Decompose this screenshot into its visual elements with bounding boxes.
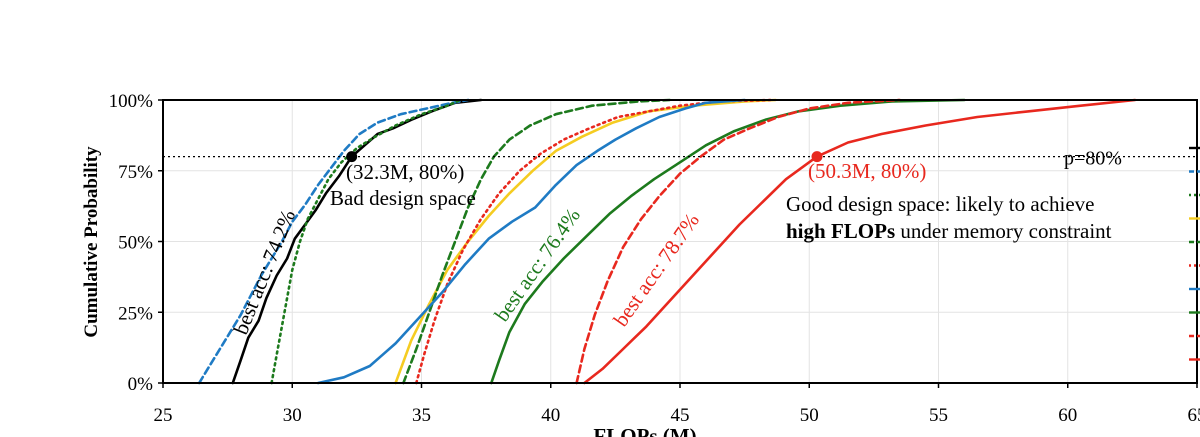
marker-point-red	[811, 151, 823, 163]
x-tick-label-8: 65	[1188, 405, 1200, 426]
series-group	[197, 98, 1137, 385]
annotation-red-point: (50.3M, 80%)	[808, 159, 926, 183]
y-tick-label-0: 0%	[128, 374, 154, 395]
annotation-rest: under memory constraint	[895, 219, 1112, 243]
x-tick-label-6: 55	[929, 405, 948, 426]
annotation-good-design-line1: Good design space: likely to achieve	[786, 192, 1095, 216]
series-line-4	[402, 98, 671, 385]
x-tick-label-3: 40	[541, 405, 560, 426]
x-tick-label-1: 30	[283, 405, 302, 426]
y-tick-label-3: 75%	[118, 162, 153, 183]
y-tick-label-4: 100%	[109, 91, 154, 112]
reference-line-label: p=80%	[1064, 148, 1122, 170]
annotation-bold-part: high FLOPs	[786, 219, 895, 243]
y-tick-label-1: 25%	[118, 303, 153, 324]
series-line-1	[197, 98, 470, 385]
annotation-black-point: (32.3M, 80%)	[346, 160, 464, 184]
series-line-9	[583, 98, 1137, 385]
series-line-3	[394, 98, 777, 385]
legend-cutoff	[1189, 146, 1200, 361]
series-line-6	[316, 98, 746, 385]
x-tick-label-2: 35	[412, 405, 431, 426]
series-line-5	[415, 98, 772, 385]
marker-point-black	[346, 151, 358, 163]
series-line-8	[575, 98, 901, 385]
y-axis-label: Cumulative Probability	[81, 146, 102, 338]
annotation-good-design-line2: high FLOPs under memory constraint	[786, 219, 1112, 243]
annotation-bad-design: Bad design space	[330, 186, 476, 210]
axis-ticks: 25 30 35 40 45 50 55 60 65 0% 25% 50% 75% 100%	[109, 91, 1200, 426]
best-acc-green: best acc: 76.4%	[489, 204, 585, 326]
x-tick-label-4: 45	[671, 405, 690, 426]
best-acc-black: best acc: 74.2%	[228, 206, 300, 338]
series-line-2	[270, 98, 462, 385]
x-tick-label-5: 50	[800, 405, 819, 426]
x-tick-label-7: 60	[1058, 405, 1077, 426]
x-axis-label: FLOPs (M)	[593, 424, 696, 437]
x-tick-label-0: 25	[154, 405, 173, 426]
y-tick-label-2: 50%	[118, 233, 153, 254]
